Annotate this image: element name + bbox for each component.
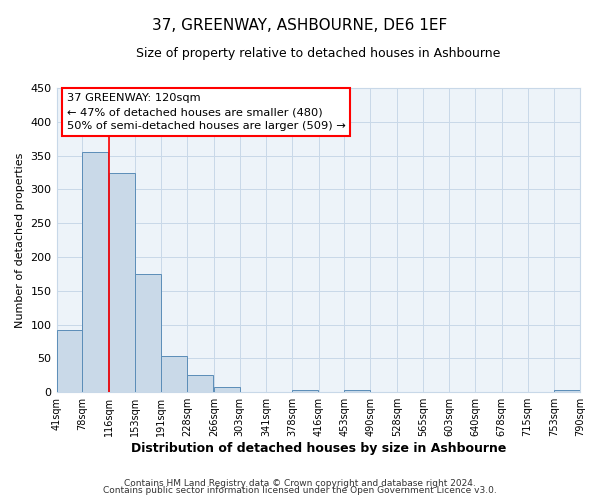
Bar	[344, 390, 370, 392]
Bar	[187, 376, 213, 392]
Bar	[292, 390, 318, 392]
Bar	[161, 356, 187, 392]
Bar	[82, 152, 108, 392]
Bar	[109, 172, 135, 392]
Text: Contains public sector information licensed under the Open Government Licence v3: Contains public sector information licen…	[103, 486, 497, 495]
Text: Contains HM Land Registry data © Crown copyright and database right 2024.: Contains HM Land Registry data © Crown c…	[124, 478, 476, 488]
Bar	[554, 390, 580, 392]
Bar	[56, 330, 82, 392]
Y-axis label: Number of detached properties: Number of detached properties	[15, 152, 25, 328]
X-axis label: Distribution of detached houses by size in Ashbourne: Distribution of detached houses by size …	[131, 442, 506, 455]
Bar	[214, 387, 239, 392]
Text: 37 GREENWAY: 120sqm
← 47% of detached houses are smaller (480)
50% of semi-detac: 37 GREENWAY: 120sqm ← 47% of detached ho…	[67, 92, 346, 132]
Text: 37, GREENWAY, ASHBOURNE, DE6 1EF: 37, GREENWAY, ASHBOURNE, DE6 1EF	[152, 18, 448, 32]
Bar	[135, 274, 161, 392]
Title: Size of property relative to detached houses in Ashbourne: Size of property relative to detached ho…	[136, 48, 500, 60]
